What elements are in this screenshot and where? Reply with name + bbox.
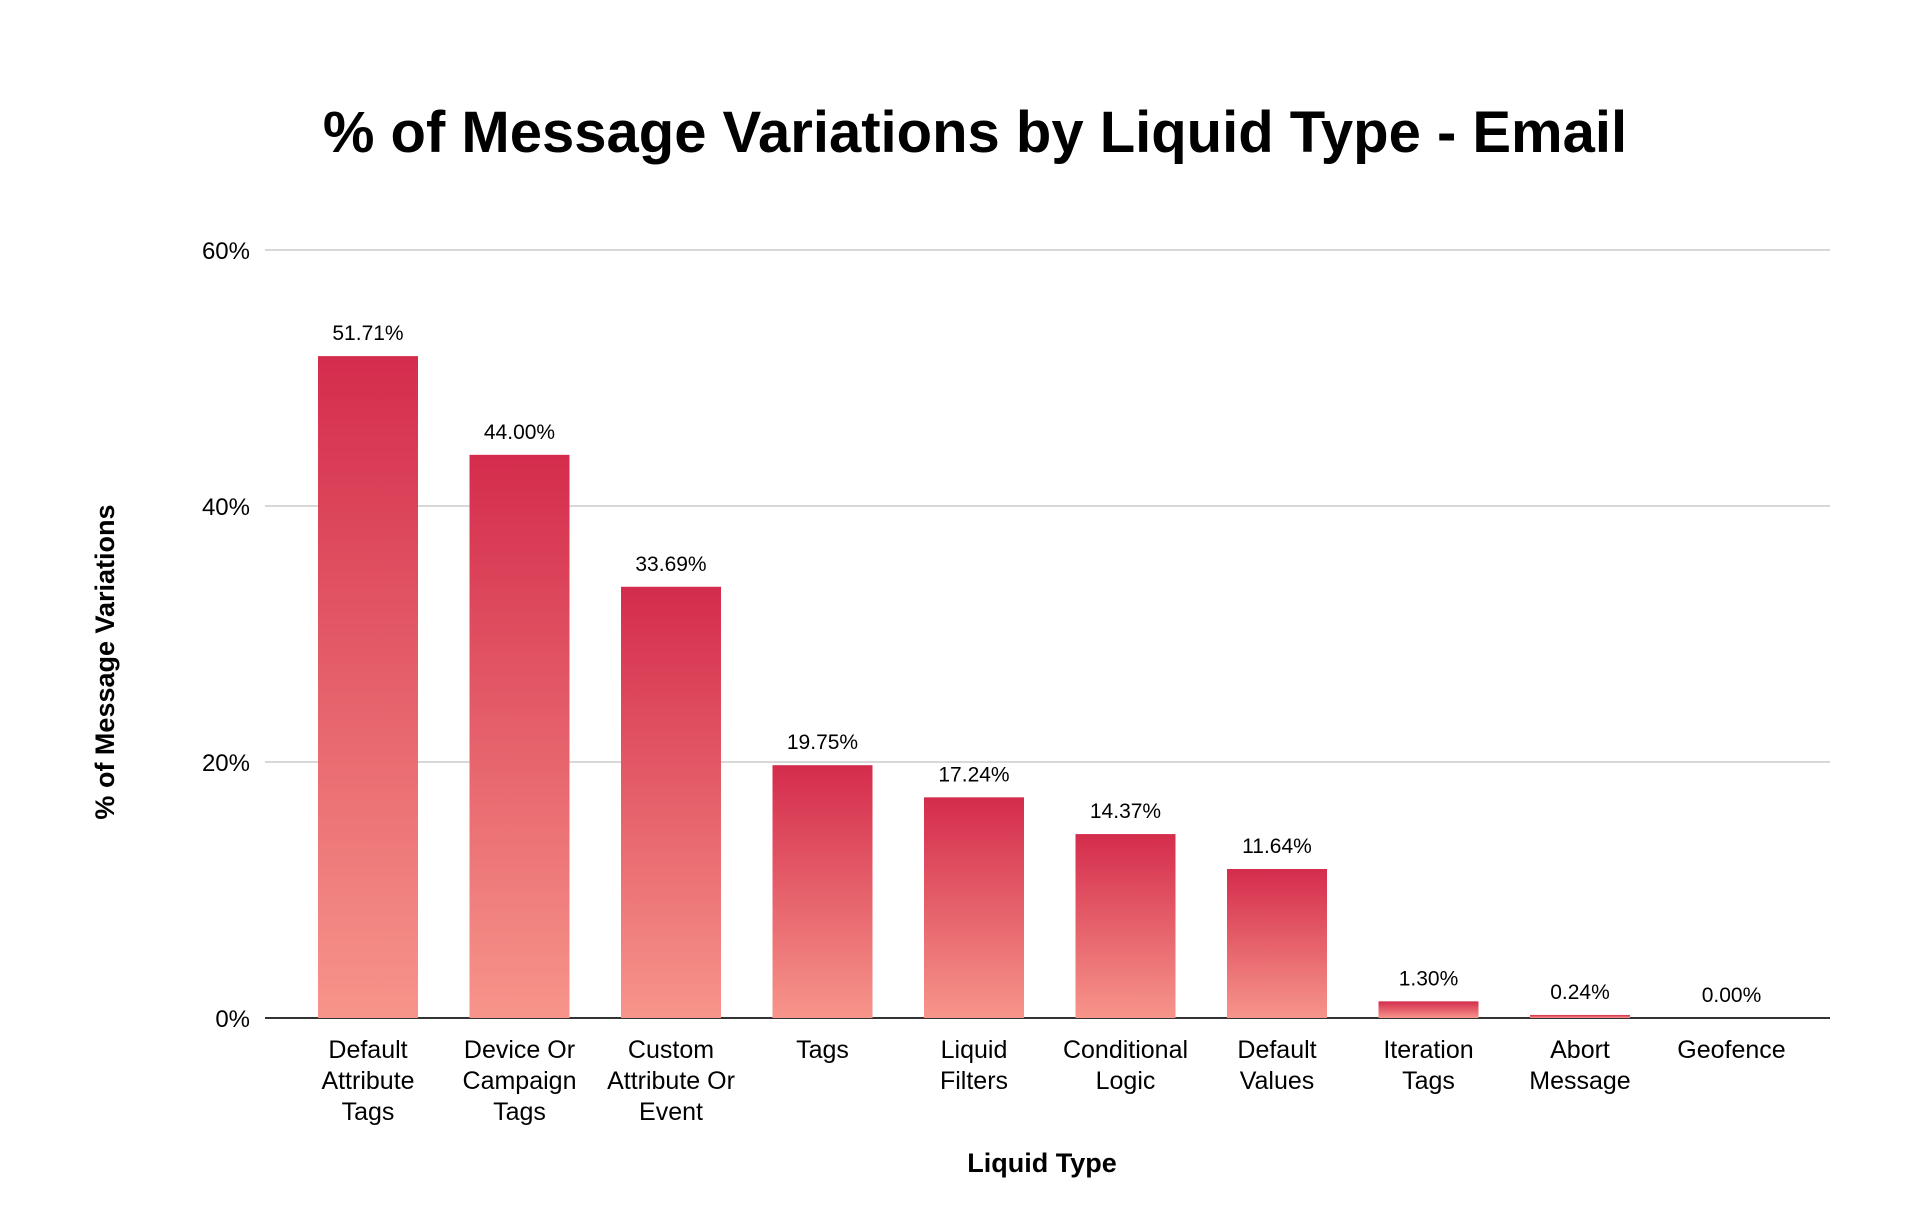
y-tick-label: 60% (202, 238, 250, 265)
x-tick-label: Conditional Logic (1063, 1036, 1188, 1095)
data-label: 33.69% (635, 553, 706, 576)
bar (772, 765, 873, 1018)
bar (924, 797, 1024, 1018)
y-tick-label: 40% (202, 494, 250, 521)
data-label: 11.64% (1242, 835, 1312, 858)
y-axis-title: % of Message Variations (90, 504, 120, 819)
bar (318, 356, 418, 1018)
x-axis-ticks: Default Attribute Tags Device Or Campaign Tag… (321, 1036, 1785, 1126)
data-label: 14.37% (1090, 800, 1161, 823)
x-tick-label: Abort Message (1529, 1036, 1630, 1095)
data-label: 0.00% (1702, 984, 1762, 1007)
bar (1378, 1001, 1479, 1018)
data-label: 44.00% (484, 421, 555, 444)
y-tick-label: 20% (202, 750, 250, 777)
y-tick-label: 0% (215, 1006, 250, 1033)
bar (1227, 869, 1327, 1018)
data-label: 51.71% (332, 322, 403, 345)
bar (1530, 1014, 1630, 1018)
bars (318, 356, 1630, 1018)
x-tick-label: Tags (796, 1036, 849, 1064)
x-tick-label: Liquid Filters (940, 1036, 1008, 1095)
chart-title: % of Message Variations by Liquid Type -… (323, 100, 1627, 165)
x-tick-label: Default Values (1237, 1036, 1316, 1095)
x-tick-label: Custom Attribute Or Event (607, 1036, 735, 1126)
x-tick-label: Geofence (1677, 1036, 1785, 1064)
bar (1075, 834, 1176, 1018)
x-tick-label: Default Attribute Tags (321, 1036, 414, 1126)
x-axis-title: Liquid Type (967, 1148, 1117, 1178)
data-label: 0.24% (1550, 981, 1610, 1004)
x-tick-label: Iteration Tags (1383, 1036, 1473, 1095)
bar (469, 454, 570, 1018)
data-label: 1.30% (1399, 967, 1459, 990)
x-tick-label: Device Or Campaign Tags (463, 1036, 577, 1126)
data-labels: 51.71% 44.00% 33.69% 19.75% 17.24% 14.37% 11.6… (332, 322, 1761, 1007)
y-axis-ticks: 0% 20% 40% 60% (202, 238, 250, 1033)
data-label: 17.24% (938, 763, 1009, 786)
bar (621, 586, 721, 1018)
data-label: 19.75% (787, 731, 858, 754)
